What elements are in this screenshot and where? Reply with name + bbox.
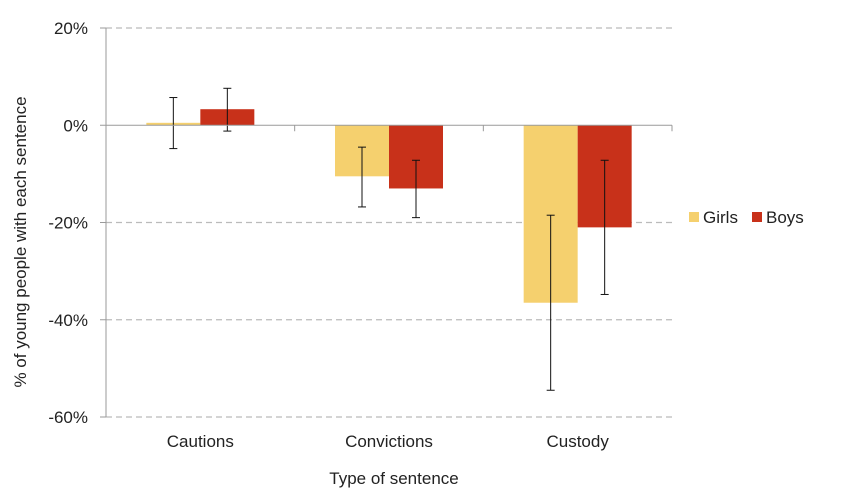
legend-swatch-boys <box>752 212 762 222</box>
y-tick-label: -40% <box>48 311 88 330</box>
y-tick-label: -60% <box>48 408 88 427</box>
x-axis-title: Type of sentence <box>329 469 458 488</box>
bars <box>146 109 632 303</box>
legend-label-boys: Boys <box>766 208 804 227</box>
legend-label-girls: Girls <box>703 208 738 227</box>
x-tick-label: Custody <box>546 432 609 451</box>
error-bars <box>169 87 609 391</box>
x-tick-label: Convictions <box>345 432 433 451</box>
y-tick-label: 20% <box>54 19 88 38</box>
axes <box>100 27 673 418</box>
y-tick-label: -20% <box>48 214 88 233</box>
legend: Girls Boys <box>689 208 804 227</box>
x-tick-labels: Cautions Convictions Custody <box>167 432 610 451</box>
x-tick-label: Cautions <box>167 432 234 451</box>
y-tick-label: 0% <box>63 116 88 135</box>
y-axis-title: % of young people with each sentence <box>11 96 30 387</box>
y-tick-labels: 20% 0% -20% -40% -60% <box>48 19 88 427</box>
legend-swatch-girls <box>689 212 699 222</box>
